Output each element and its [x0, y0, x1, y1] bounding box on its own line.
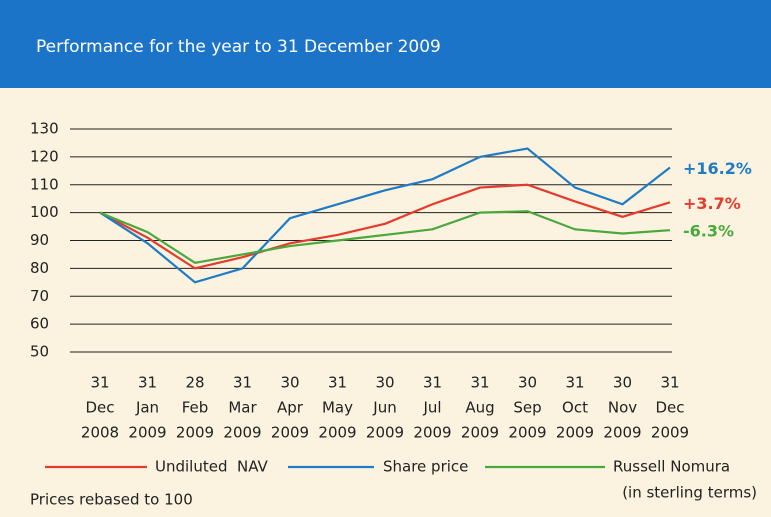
x-tick-label: May — [322, 399, 353, 417]
x-tick-label: Sep — [513, 399, 541, 417]
x-tick-label: 28 — [185, 374, 204, 392]
x-tick-label: 30 — [613, 374, 632, 392]
x-tick-label: 31 — [233, 374, 252, 392]
y-tick-label: 120 — [30, 147, 59, 165]
x-tick-label: 2009 — [413, 424, 451, 442]
end-label: +3.7% — [683, 194, 741, 213]
x-tick-label: Mar — [228, 399, 257, 417]
x-tick-label: 31 — [565, 374, 584, 392]
legend-label: Share price — [383, 458, 468, 476]
x-tick-label: 31 — [90, 374, 109, 392]
x-tick-label: 2009 — [271, 424, 309, 442]
footnote: Prices rebased to 100 — [30, 491, 193, 509]
x-tick-label: 31 — [138, 374, 157, 392]
x-tick-label: Feb — [182, 399, 209, 417]
x-tick-label: Jul — [422, 399, 441, 417]
y-tick-label: 130 — [30, 120, 59, 138]
x-tick-label: Aug — [465, 399, 494, 417]
x-tick-label: 30 — [280, 374, 299, 392]
x-tick-label: 31 — [423, 374, 442, 392]
y-tick-label: 90 — [30, 231, 49, 249]
x-tick-label: Jan — [135, 399, 159, 417]
series-line — [99, 183, 671, 270]
y-tick-label: 80 — [30, 259, 49, 277]
x-tick-label: 2009 — [128, 424, 166, 442]
legend-label: Russell Nomura — [613, 458, 730, 476]
x-tick-label: 2009 — [176, 424, 214, 442]
series-line — [99, 210, 671, 264]
x-tick-label: 30 — [375, 374, 394, 392]
x-tick-label: 2008 — [81, 424, 119, 442]
legend-note: (in sterling terms) — [622, 484, 757, 502]
y-tick-label: 60 — [30, 315, 49, 333]
x-tick-label: 2009 — [461, 424, 499, 442]
x-tick-label: 31 — [470, 374, 489, 392]
x-tick-label: Jun — [372, 399, 396, 417]
x-tick-label: Oct — [562, 399, 588, 417]
chart-title: Performance for the year to 31 December … — [36, 37, 441, 57]
x-tick-label: 30 — [518, 374, 537, 392]
x-tick-label: 2009 — [318, 424, 356, 442]
x-tick-label: 2009 — [366, 424, 404, 442]
header-band — [0, 0, 771, 88]
x-tick-label: Dec — [85, 399, 114, 417]
x-tick-label: 31 — [660, 374, 679, 392]
x-tick-label: 2009 — [556, 424, 594, 442]
y-tick-label: 50 — [30, 343, 49, 361]
x-tick-label: Nov — [608, 399, 637, 417]
y-tick-label: 70 — [30, 287, 49, 305]
x-tick-label: 2009 — [603, 424, 641, 442]
x-tick-label: 2009 — [508, 424, 546, 442]
y-tick-label: 100 — [30, 203, 59, 221]
end-label: +16.2% — [683, 159, 752, 178]
x-tick-label: 2009 — [651, 424, 689, 442]
y-tick-label: 110 — [30, 175, 59, 193]
x-tick-label: Dec — [655, 399, 684, 417]
legend-label: Undiluted NAV — [155, 458, 269, 476]
x-tick-label: 31 — [328, 374, 347, 392]
x-tick-label: 2009 — [223, 424, 261, 442]
series-line — [99, 147, 671, 284]
end-label: -6.3% — [683, 222, 734, 241]
x-tick-label: Apr — [277, 399, 304, 417]
